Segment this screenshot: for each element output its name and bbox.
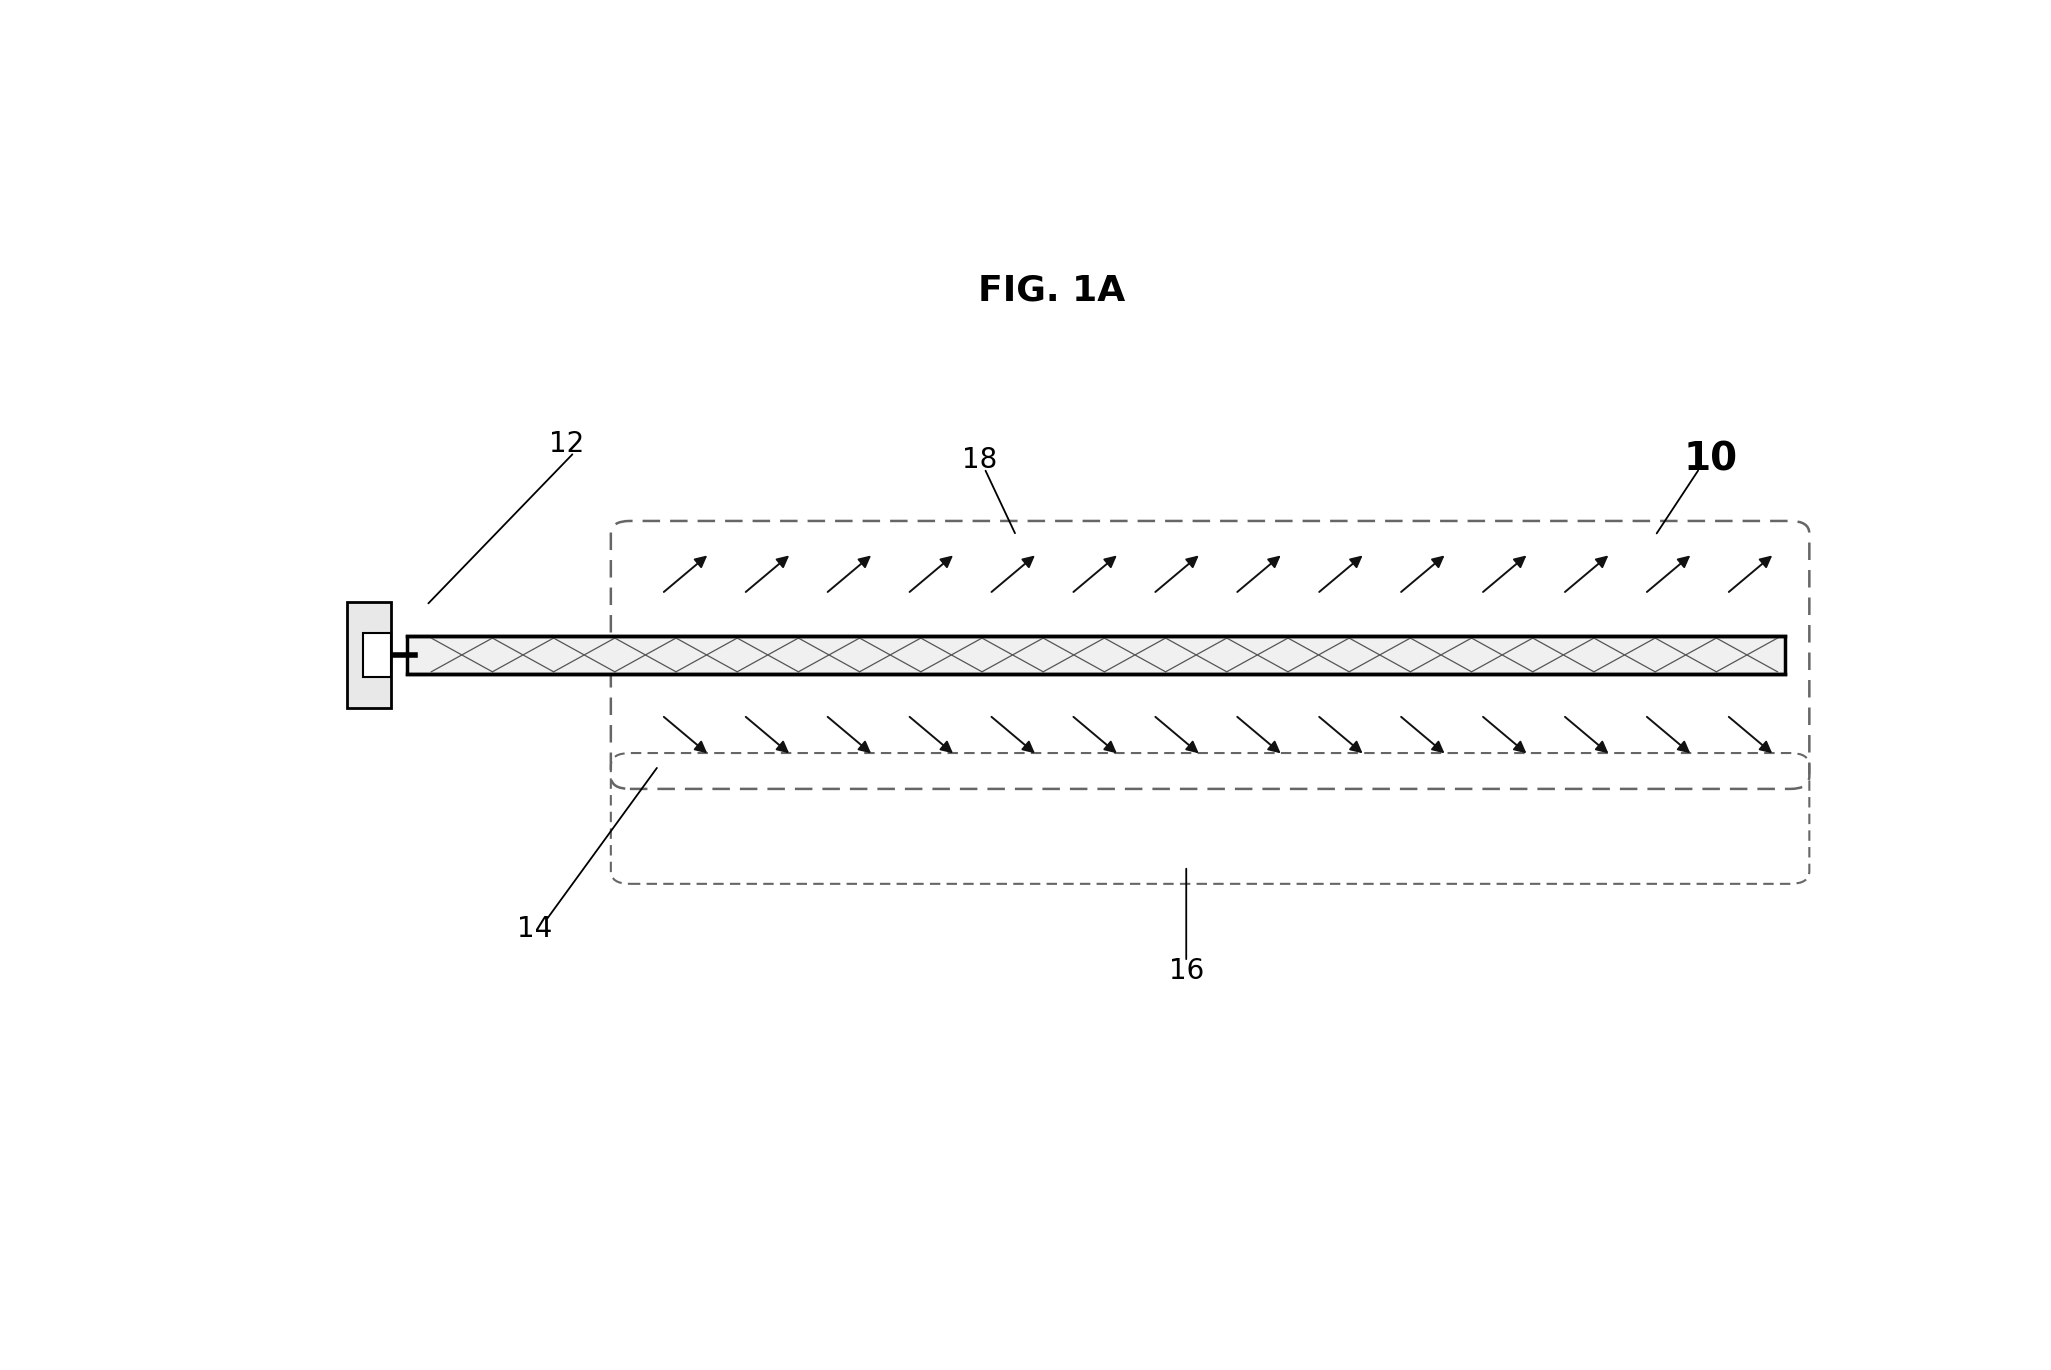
Bar xyxy=(408,636,1786,674)
Text: FIG. 1A: FIG. 1A xyxy=(978,274,1124,308)
Text: 12: 12 xyxy=(550,430,585,458)
Bar xyxy=(363,633,392,677)
Text: 10: 10 xyxy=(1684,441,1737,478)
Text: 16: 16 xyxy=(1169,958,1204,985)
Bar xyxy=(347,603,392,708)
Text: 18: 18 xyxy=(962,445,997,474)
Text: 14: 14 xyxy=(517,915,552,943)
